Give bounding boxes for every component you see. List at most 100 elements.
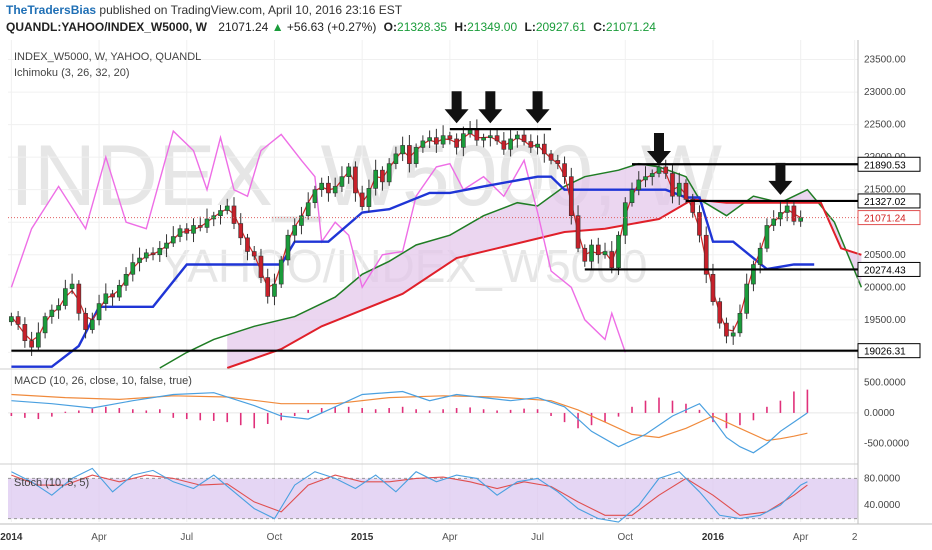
- candle-body: [103, 293, 109, 304]
- candle-body: [373, 169, 378, 189]
- candle-body: [346, 166, 351, 177]
- macd-tick-label: 500.0000: [864, 377, 906, 388]
- price-label-value: 21327.02: [864, 197, 906, 208]
- candle-body: [386, 163, 392, 183]
- indicator-lines: [10, 129, 863, 369]
- candle-body: [359, 192, 365, 207]
- candle-body: [96, 303, 102, 321]
- candle-body: [63, 288, 68, 306]
- axes-layer: 19000.0019500.0020000.0020500.0021000.00…: [0, 40, 932, 543]
- stoch-k-line: [11, 467, 808, 523]
- candle-body: [737, 313, 743, 334]
- candle-body: [595, 244, 601, 256]
- candle-body: [238, 223, 244, 239]
- time-tick-label: Jul: [531, 532, 544, 543]
- candle-body: [643, 176, 648, 181]
- candle-body: [582, 247, 588, 262]
- candle-body: [353, 166, 358, 194]
- candle-body: [299, 215, 304, 226]
- candle-body: [339, 176, 345, 187]
- candle-body: [420, 140, 426, 148]
- price-tick-label: 23500.00: [864, 55, 906, 66]
- candle-body: [784, 205, 790, 213]
- candle-body: [231, 205, 237, 224]
- price-label-value: 19026.31: [864, 347, 906, 358]
- tenkan-sen-line: [10, 132, 801, 342]
- support-resistance-lines: [8, 128, 858, 352]
- candle-body: [427, 137, 432, 142]
- change-value: +56.63 (+0.27%): [286, 20, 377, 34]
- candle-body: [744, 283, 750, 314]
- main-pane-title: INDEX_W5000, W, YAHOO, QUANDL: [14, 51, 201, 63]
- price-label-box: [857, 261, 921, 277]
- stoch-tick-label: 40.0000: [864, 500, 901, 511]
- candle-body: [717, 301, 723, 324]
- candle-body: [137, 257, 142, 263]
- candle-body: [36, 332, 41, 348]
- chikou-span-line: [10, 129, 626, 353]
- candle-body: [380, 169, 385, 183]
- price-tick-label: 20500.00: [864, 250, 906, 261]
- candle-body: [683, 182, 689, 200]
- candle-body: [218, 210, 223, 217]
- candle-body: [326, 182, 331, 194]
- candle-body: [366, 188, 372, 207]
- price-label-box: [857, 210, 921, 226]
- candle-body: [609, 251, 615, 269]
- price-label-value: 21890.53: [864, 160, 906, 171]
- candle-body: [400, 145, 405, 155]
- low-label: L:: [524, 20, 536, 34]
- candle-body: [467, 129, 473, 135]
- candle-body: [602, 251, 608, 256]
- candle-body: [474, 129, 480, 141]
- candle-body: [751, 264, 756, 285]
- stoch-pane: 80.0000 40.0000: [8, 467, 901, 523]
- candle-body: [771, 218, 776, 226]
- candle-body: [697, 212, 702, 236]
- kijun-sen-line: [11, 175, 815, 368]
- price-tick-label: 23000.00: [864, 87, 906, 98]
- candle-body: [184, 228, 190, 234]
- candle-body: [224, 205, 230, 211]
- time-tick-label: 2014: [0, 532, 23, 543]
- ichimoku-legend: Ichimoku (3, 26, 32, 20): [14, 67, 130, 79]
- close-label: C:: [593, 20, 606, 34]
- candle-body: [562, 163, 567, 177]
- candle-body: [191, 225, 196, 234]
- candle-body: [157, 247, 163, 256]
- candle-body: [393, 153, 399, 164]
- candle-body: [56, 305, 61, 311]
- price-label-value: 20274.43: [864, 265, 906, 276]
- candle-body: [663, 166, 669, 174]
- candle-body: [724, 322, 729, 337]
- macd-tick-label: 0.0000: [864, 408, 895, 419]
- stoch-band-fill: [8, 478, 858, 519]
- price-tick-label: 21500.00: [864, 185, 906, 196]
- time-tick-label: 2015: [351, 532, 374, 543]
- published-text: published on TradingView.com, April 10, …: [99, 3, 403, 17]
- candle-body: [798, 217, 803, 222]
- symbol-name[interactable]: QUANDL:YAHOO/INDEX_W5000, W: [6, 20, 207, 34]
- candle-body: [575, 215, 581, 249]
- candle-body: [488, 135, 493, 138]
- candle-body: [407, 145, 412, 164]
- candle-body: [15, 316, 21, 325]
- candle-body: [494, 135, 500, 142]
- candle-body: [312, 189, 318, 203]
- candle-body: [9, 316, 14, 323]
- candle-body: [656, 166, 662, 174]
- brand-link[interactable]: TheTradersBias: [6, 3, 97, 17]
- open-value: 21328.35: [397, 20, 448, 34]
- candle-body: [143, 252, 149, 259]
- price-label-value: 21071.24: [864, 214, 906, 225]
- candle-body: [90, 319, 95, 330]
- candle-body: [629, 189, 635, 203]
- candle-body: [319, 182, 325, 190]
- candle-body: [110, 293, 115, 298]
- publish-line: TheTradersBias published on TradingView.…: [6, 3, 402, 17]
- price-label-box: [857, 343, 921, 359]
- candle-body: [636, 179, 642, 190]
- candle-body: [481, 137, 486, 141]
